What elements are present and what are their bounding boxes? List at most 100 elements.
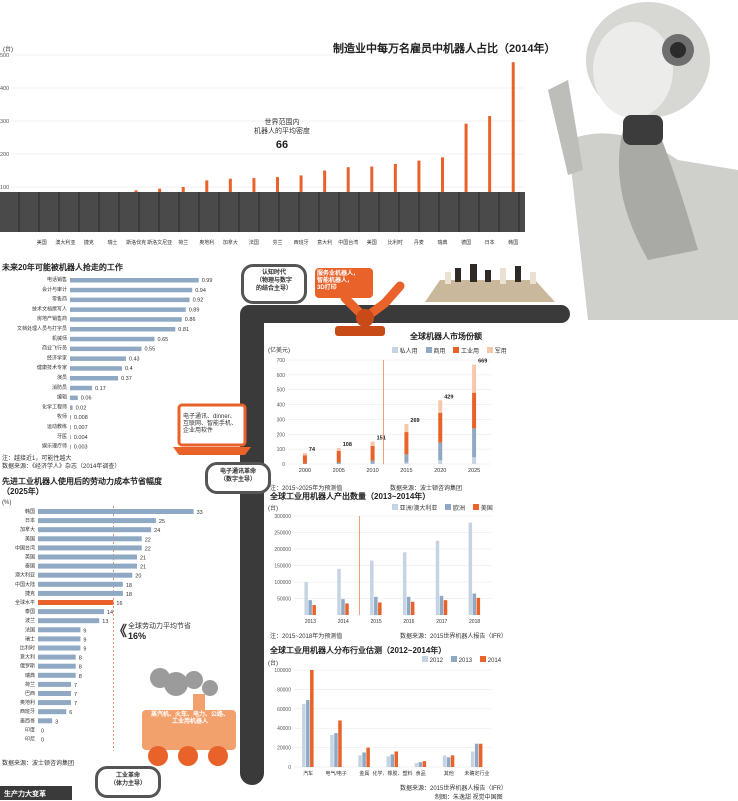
y-tick-label: 0 xyxy=(288,765,291,771)
bar-segment xyxy=(438,413,442,443)
bar xyxy=(38,509,194,514)
y-tick-label: 0 xyxy=(282,462,285,468)
value-label: 18 xyxy=(126,583,132,589)
category-label: 全球水平 xyxy=(15,599,35,606)
bar xyxy=(38,555,137,560)
bar xyxy=(312,605,316,615)
value-label: 0.003 xyxy=(74,445,88,451)
category-label: 娱乐理疗师 xyxy=(42,443,67,450)
total-label: 74 xyxy=(309,447,316,453)
era-electronic-label: 电子通讯革命 （数字主导） xyxy=(208,465,268,484)
value-label: 8 xyxy=(79,656,82,662)
bar xyxy=(38,682,71,687)
value-label: 22 xyxy=(145,537,151,543)
bar-segment xyxy=(404,424,408,432)
bar xyxy=(38,691,71,696)
era-industrial-label: 工业革命 （体力主导） xyxy=(98,769,158,788)
bar xyxy=(38,582,123,587)
bar xyxy=(38,718,52,723)
x-tick-label: 澳大利亚 xyxy=(55,239,75,246)
x-tick-label: 比利时 xyxy=(388,239,403,246)
y-tick-label: 300 xyxy=(0,119,9,125)
value-label: 0 xyxy=(41,728,44,734)
y-tick-label: 300 xyxy=(277,417,286,423)
category-label: 泰国 xyxy=(25,608,35,615)
output-note: 注：2015~2018年为预测值 xyxy=(270,631,342,640)
category-label: 捷克 xyxy=(25,590,35,597)
y-tick-label: 200000 xyxy=(274,547,291,553)
value-label: 0.02 xyxy=(76,405,87,411)
bar xyxy=(70,298,190,303)
era-cognitive-label: 认知时代 （物理与数字 的结合主导） xyxy=(244,267,304,293)
value-label: 20 xyxy=(135,574,141,580)
bar xyxy=(306,700,310,767)
value-label: 0.06 xyxy=(81,396,92,402)
category-label: 电话销售 xyxy=(47,276,67,283)
bar xyxy=(38,536,142,541)
y-tick-label: 100 xyxy=(277,447,286,453)
y-tick-label: 100000 xyxy=(274,668,291,674)
legend-2014: 2014 xyxy=(480,656,501,664)
bar xyxy=(378,602,382,615)
category-label: 波兰 xyxy=(25,617,35,624)
bar xyxy=(411,602,415,615)
category-label: 健康技术专家 xyxy=(37,364,67,371)
category-label: 澳大利亚 xyxy=(15,572,35,579)
category-label: 泰国 xyxy=(25,563,35,570)
category-label: 印度 xyxy=(25,726,35,733)
value-label: 0 xyxy=(41,738,44,744)
category-label: 中国大陆 xyxy=(15,581,35,588)
industry-legend: 2012 2013 2014 xyxy=(422,656,522,664)
x-tick-label: 2016 xyxy=(403,619,414,625)
bar-segment xyxy=(438,460,442,464)
x-tick-label: 捷克 xyxy=(84,239,94,246)
y-tick-label: 600 xyxy=(277,373,286,379)
x-tick-label: 西班牙 xyxy=(294,239,309,246)
market-chart: 0100200300400500600700742000108200515120… xyxy=(266,354,496,482)
world-avg-label: 世界范围内 机器人的平均密度 xyxy=(242,118,322,136)
bar-segment xyxy=(404,432,408,454)
bar-segment xyxy=(371,461,375,464)
value-label: 8 xyxy=(79,665,82,671)
bar xyxy=(38,646,80,651)
y-tick-label: 400 xyxy=(0,86,9,92)
bar xyxy=(38,564,137,569)
bar xyxy=(447,757,451,767)
legend-2013: 2013 xyxy=(451,656,472,664)
world-avg-value: 66 xyxy=(270,139,294,151)
value-label: 0.86 xyxy=(185,317,196,323)
bar xyxy=(370,561,374,615)
industry-chart: 020000400006000080000100000汽车电气/电子金属化学、橡… xyxy=(266,664,496,782)
bar xyxy=(70,356,126,361)
category-label: 机械师 xyxy=(52,335,67,342)
category-label: 消防员 xyxy=(52,384,67,391)
bar xyxy=(70,425,71,430)
category-label: 西班牙 xyxy=(20,708,35,715)
y-tick-label: 400 xyxy=(277,403,286,409)
bar xyxy=(70,327,175,332)
value-label: 7 xyxy=(74,683,77,689)
x-tick-label: 加拿大 xyxy=(223,239,238,246)
era-electronic: 电子通讯革命 （数字主导） xyxy=(205,462,271,494)
bar xyxy=(70,435,71,440)
output-title: 全球工业用机器人产出数量（2013~2014年） xyxy=(270,491,430,502)
market-title: 全球机器人市场份额 xyxy=(410,331,482,342)
bar xyxy=(70,307,186,312)
bar-segment xyxy=(438,400,442,412)
bar xyxy=(391,754,395,767)
value-label: 0.55 xyxy=(145,347,156,353)
bar xyxy=(38,627,80,632)
value-label: 25 xyxy=(159,519,165,525)
category-label: 英国 xyxy=(25,554,35,561)
value-label: 0.007 xyxy=(74,425,88,431)
value-label: 16 xyxy=(116,601,122,607)
bar xyxy=(38,636,80,641)
bar xyxy=(70,415,71,420)
x-tick-label: 芬兰 xyxy=(272,239,282,246)
x-tick-label: 韩国 xyxy=(508,239,518,246)
category-label: 经济学家 xyxy=(47,354,67,361)
value-label: 21 xyxy=(140,565,146,571)
x-tick-label: 荷兰 xyxy=(178,239,188,246)
bar xyxy=(38,573,132,578)
category-label: 牙医 xyxy=(57,434,67,440)
